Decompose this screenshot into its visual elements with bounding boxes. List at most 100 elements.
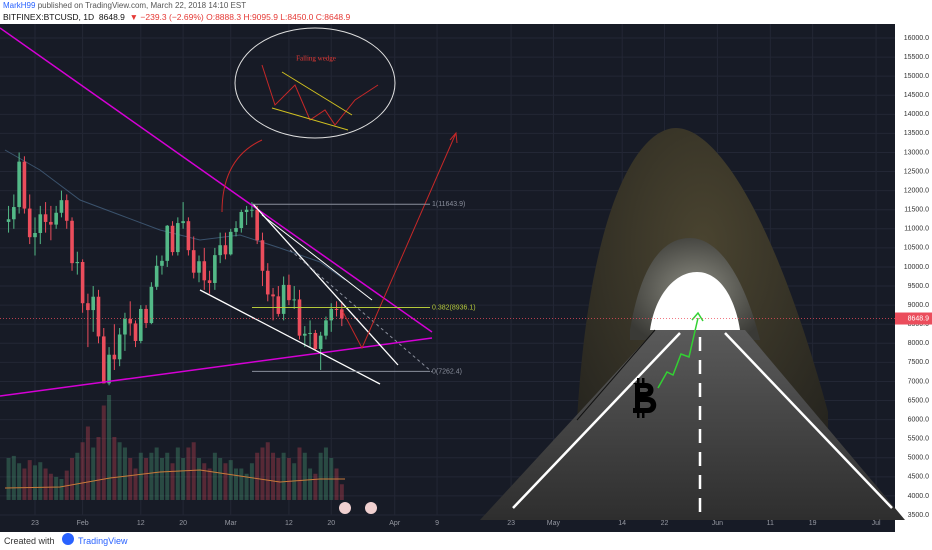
x-tick-label: May <box>547 520 561 527</box>
volume-bar <box>80 442 85 500</box>
x-tick-label: Feb <box>77 520 89 527</box>
drawings <box>0 27 458 514</box>
candle-body <box>64 200 69 221</box>
volume-bar <box>91 447 96 500</box>
wedge-line <box>252 203 399 366</box>
candle-body <box>128 318 133 324</box>
candle-body <box>197 261 201 273</box>
y-tick-label: 10500.0 <box>904 245 929 252</box>
y-tick-label: 15500.0 <box>904 54 929 61</box>
y-tick-label: 10000.0 <box>904 264 929 271</box>
last-price-tag <box>895 312 932 325</box>
volume-bar <box>43 468 48 500</box>
wedge-sketch-line <box>271 107 349 131</box>
candle-body <box>329 308 334 321</box>
author[interactable]: MarkH99 <box>3 1 36 10</box>
volume-bar <box>107 395 112 500</box>
candle-body <box>149 286 154 324</box>
footer: Created with TradingView <box>0 532 932 550</box>
candle-body <box>154 265 159 287</box>
y-tick-label: 8000.0 <box>908 340 930 347</box>
candle-body <box>165 225 170 261</box>
volume-bar <box>159 458 164 500</box>
fibonacci: 1(11643.9) 0.382(8936.1) 0(7262.4) <box>252 201 476 375</box>
volume-bar <box>17 463 22 500</box>
y-tick-label: 7000.0 <box>908 378 930 385</box>
y-tick-label: 13500.0 <box>904 130 929 137</box>
candle-body <box>218 245 222 256</box>
y-tick-label: 14000.0 <box>904 111 929 118</box>
candle-body <box>308 332 312 334</box>
volume-bar <box>239 468 244 500</box>
candle-body <box>318 335 323 350</box>
publish-line: MarkH99 published on TradingView.com, Ma… <box>3 1 246 10</box>
candle-body <box>123 318 127 335</box>
candle-body <box>223 245 228 255</box>
highlight-ellipse <box>234 27 396 139</box>
volume-bar <box>59 479 64 500</box>
x-tick-label: 23 <box>507 520 515 527</box>
wedge-line <box>199 289 381 385</box>
volume-average <box>4 469 345 489</box>
created-with: Created with <box>4 536 55 546</box>
x-tick-label: 20 <box>179 520 187 527</box>
x-tick-label: 23 <box>31 520 39 527</box>
candle-body <box>170 225 175 253</box>
candle-body <box>75 261 80 264</box>
volume-bar <box>339 484 344 500</box>
candle-body <box>22 161 27 209</box>
y-tick-label: 9500.0 <box>908 283 930 290</box>
volume-bar <box>154 447 159 500</box>
chart: Falling wedge 1(11643.9) 0.382(8936.1) 0(7… <box>0 24 932 532</box>
y-tick-label: 5500.0 <box>908 436 930 443</box>
x-tick-label: Apr <box>389 520 401 527</box>
volume-bar <box>96 437 101 500</box>
y-tick-label: 7500.0 <box>908 359 930 366</box>
bitcoin-icon <box>633 378 657 418</box>
candle-body <box>133 323 138 341</box>
candle-body <box>271 294 275 297</box>
price-axis <box>895 24 932 532</box>
candle-body <box>27 208 32 238</box>
candle-body <box>91 296 95 311</box>
candle-body <box>70 220 74 264</box>
wedge-line <box>261 214 373 301</box>
event-icon[interactable] <box>365 502 377 514</box>
candle-body <box>302 333 307 336</box>
x-tick-label: 11 <box>767 520 774 527</box>
candle-body <box>43 214 48 222</box>
volume-bar <box>117 442 122 500</box>
volume-bar <box>249 463 254 500</box>
fib-label: 0.382(8936.1) <box>432 304 476 311</box>
y-tick-label: 11500.0 <box>904 207 929 214</box>
y-tick-label: 4500.0 <box>908 474 930 481</box>
green-arrow <box>657 317 699 389</box>
change: ▼ −239.3 (−2.69%) <box>129 12 204 22</box>
brand[interactable]: TradingView <box>78 536 128 546</box>
volume-bar <box>286 458 291 500</box>
red-curve <box>221 139 263 213</box>
candle-body <box>181 221 185 224</box>
symbol: BITFINEX:BTCUSD, 1D <box>3 12 95 22</box>
y-tick-label: 14500.0 <box>904 92 929 99</box>
volume-bar <box>281 452 286 500</box>
volume-bar <box>191 442 196 500</box>
x-tick-label: 12 <box>137 520 145 527</box>
event-icon[interactable] <box>339 502 351 514</box>
y-tick-label: 15000.0 <box>904 73 929 80</box>
volume-bar <box>149 452 154 500</box>
volume-bar <box>22 468 27 500</box>
candle-body <box>260 240 265 271</box>
wedge-sketch-line <box>281 71 353 116</box>
candle-body <box>324 320 328 336</box>
fib-label: 0(7262.4) <box>432 368 462 375</box>
volume-bar <box>313 473 318 500</box>
candle-body <box>80 261 85 304</box>
volume-bar <box>128 458 133 500</box>
candle-body <box>176 223 180 253</box>
y-tick-label: 11000.0 <box>904 226 929 233</box>
candle-body <box>244 209 249 213</box>
volume-bar <box>255 452 260 500</box>
wedge-sketch <box>261 64 379 126</box>
